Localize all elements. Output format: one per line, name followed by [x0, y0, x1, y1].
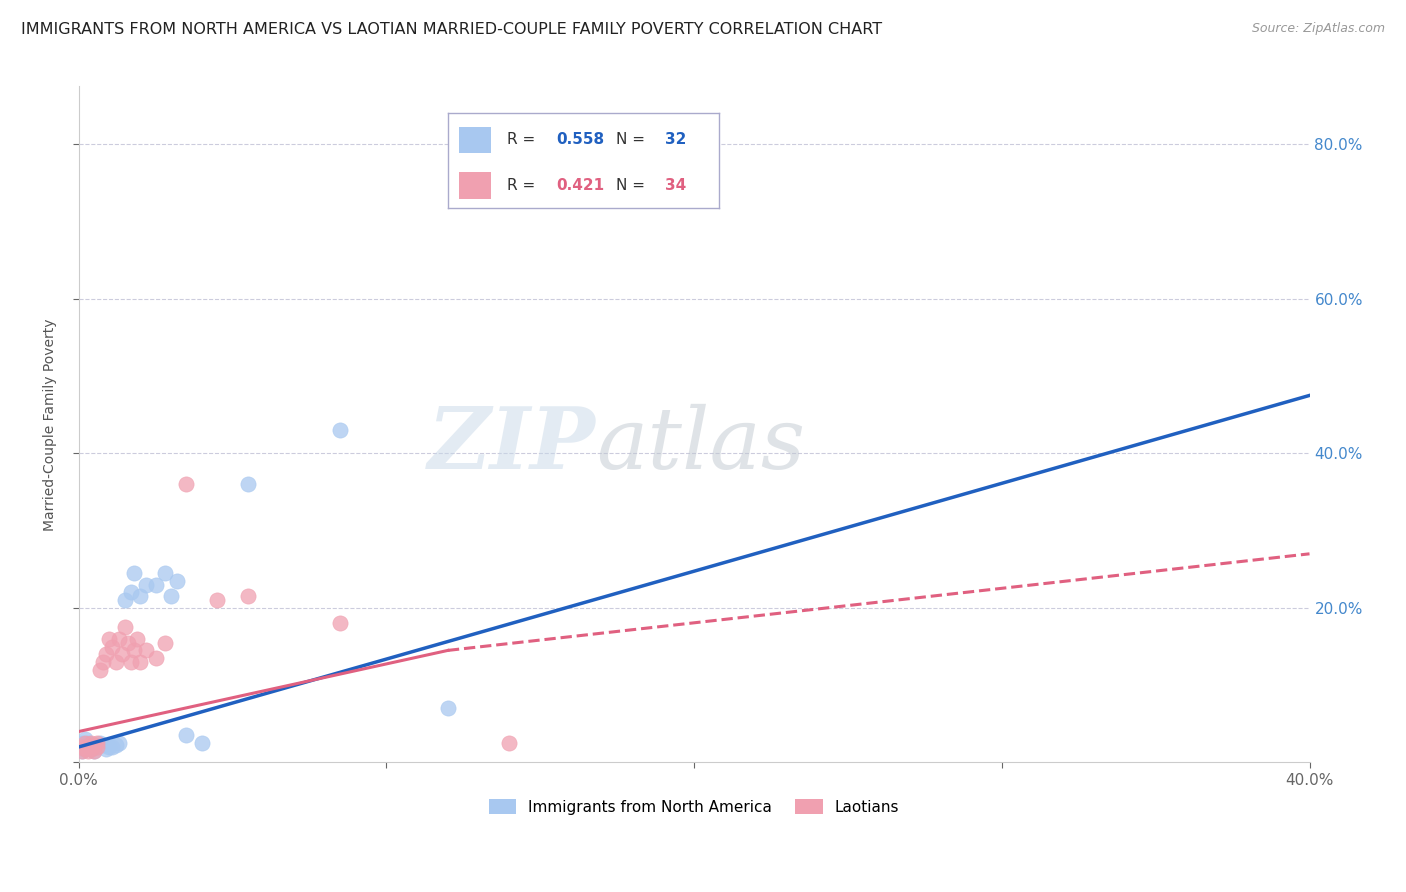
Point — [498, 736, 520, 750]
Point — [86, 739, 108, 753]
Point — [77, 744, 100, 758]
Point — [107, 736, 129, 750]
Point — [80, 741, 103, 756]
Point — [101, 739, 124, 754]
Point — [77, 739, 100, 754]
Point — [96, 741, 118, 756]
Point — [98, 739, 121, 754]
Point — [122, 566, 145, 581]
Point — [70, 744, 93, 758]
Legend: Immigrants from North America, Laotians: Immigrants from North America, Laotians — [481, 791, 907, 822]
Point — [89, 663, 111, 677]
Point — [91, 739, 114, 753]
Point — [329, 616, 352, 631]
Text: IMMIGRANTS FROM NORTH AMERICA VS LAOTIAN MARRIED-COUPLE FAMILY POVERTY CORRELATI: IMMIGRANTS FROM NORTH AMERICA VS LAOTIAN… — [21, 22, 882, 37]
Point — [70, 736, 93, 750]
Point — [77, 739, 100, 754]
Point — [83, 744, 105, 758]
Point — [111, 647, 134, 661]
Point — [329, 423, 352, 437]
Point — [70, 744, 93, 758]
Point — [83, 739, 105, 753]
Point — [89, 736, 111, 750]
Point — [437, 701, 460, 715]
Point — [236, 590, 259, 604]
Point — [73, 741, 96, 756]
Point — [114, 620, 136, 634]
Point — [86, 736, 108, 750]
Text: Source: ZipAtlas.com: Source: ZipAtlas.com — [1251, 22, 1385, 36]
Point — [166, 574, 188, 588]
Point — [205, 593, 228, 607]
Point — [83, 739, 105, 754]
Point — [77, 736, 100, 750]
Point — [190, 736, 212, 750]
Point — [83, 744, 105, 758]
Y-axis label: Married-Couple Family Poverty: Married-Couple Family Poverty — [44, 318, 58, 531]
Point — [135, 578, 157, 592]
Text: atlas: atlas — [596, 403, 804, 486]
Point — [98, 632, 121, 646]
Point — [70, 739, 93, 754]
Point — [153, 635, 176, 649]
Point — [120, 655, 142, 669]
Point — [104, 739, 127, 753]
Point — [114, 593, 136, 607]
Point — [96, 647, 118, 661]
Point — [153, 566, 176, 581]
Point — [86, 739, 108, 754]
Point — [80, 736, 103, 750]
Point — [236, 477, 259, 491]
Text: ZIP: ZIP — [427, 403, 596, 486]
Point — [127, 632, 149, 646]
Point — [107, 632, 129, 646]
Point — [145, 651, 167, 665]
Point — [129, 590, 152, 604]
Point — [176, 728, 198, 742]
Point — [80, 739, 103, 753]
Point — [145, 578, 167, 592]
Point — [129, 655, 152, 669]
Point — [120, 585, 142, 599]
Point — [117, 635, 139, 649]
Point — [176, 477, 198, 491]
Point — [135, 643, 157, 657]
Point — [73, 732, 96, 747]
Point — [101, 640, 124, 654]
Point — [73, 741, 96, 756]
Point — [160, 590, 183, 604]
Point — [91, 655, 114, 669]
Point — [80, 741, 103, 756]
Point — [122, 643, 145, 657]
Point — [73, 736, 96, 750]
Point — [104, 655, 127, 669]
